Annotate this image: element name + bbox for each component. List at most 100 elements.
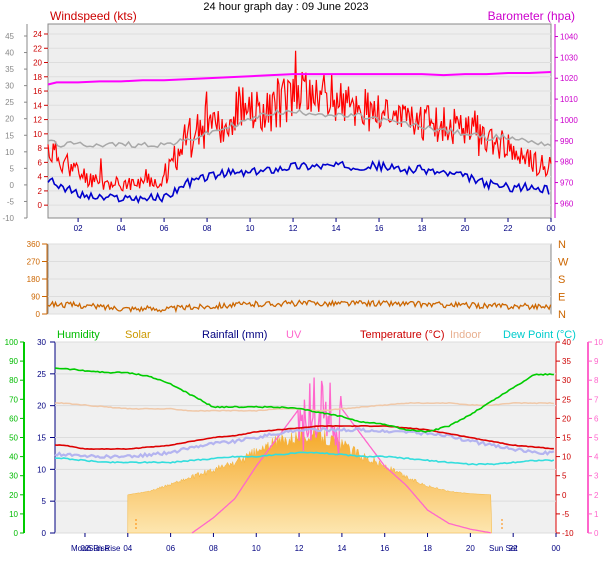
wind-x-tick-label: 22 (504, 224, 513, 233)
temperature-legend: Humidity Solar Rainfall (mm) UV Temperat… (57, 329, 576, 341)
legend-indoor: Indoor (450, 329, 482, 341)
direction-tick-label: 0 (36, 310, 41, 319)
legend-uv: UV (286, 329, 302, 341)
barometer-axis: 1040 1030 1020 1010 1000 990 980 970 960 (555, 33, 578, 208)
average-wind-series (47, 159, 550, 205)
outer-tick-label: 30 (5, 82, 14, 91)
uv-tick-label: 7 (594, 395, 599, 404)
temp-tick-label: 5 (562, 472, 567, 481)
barometer-series (47, 71, 552, 86)
wind-grey-series (47, 108, 552, 149)
kts-tick-label: 6 (38, 158, 43, 167)
dewpoint-series (55, 451, 555, 466)
kts-tick-label: 8 (38, 144, 43, 153)
temperature-x-tick-label: 20 (466, 544, 475, 553)
compass-tick-label: N (558, 309, 566, 321)
humidity-tick-label: 30 (9, 472, 18, 481)
wind-outer-axis: 45 40 35 30 25 20 15 10 5 0 -5 -10 (2, 32, 27, 223)
temperature-x-axis: 02 04 06 08 10 12 14 16 18 20 22 00 (81, 533, 561, 553)
temp-tick-label: 35 (562, 357, 571, 366)
uv-tick-label: 3 (594, 472, 599, 481)
wind-x-tick-label: 04 (117, 224, 126, 233)
barometer-axis-label: Barometer (hpa) (488, 9, 575, 23)
wind-x-tick-label: 06 (160, 224, 169, 233)
uv-tick-label: 0 (594, 529, 599, 538)
temp-tick-label: 40 (562, 338, 571, 347)
legend-humidity: Humidity (57, 329, 100, 341)
temp-tick-label: -5 (562, 510, 570, 519)
legend-solar: Solar (125, 329, 151, 341)
marker-moon-rise: Moon Rise (71, 544, 110, 553)
kts-tick-label: 20 (33, 59, 42, 68)
rain-tick-label: 20 (37, 402, 46, 411)
direction-series (47, 299, 552, 314)
wind-x-tick-label: 10 (246, 224, 255, 233)
humidity-tick-label: 10 (9, 510, 18, 519)
temperature-x-tick-label: 18 (423, 544, 432, 553)
wind-plot-area (48, 24, 551, 218)
direction-tick-label: 360 (27, 240, 41, 249)
wind-x-tick-label: 00 (547, 224, 556, 233)
uv-tick-label: 10 (594, 338, 603, 347)
wind-series (47, 50, 552, 205)
direction-tick-label: 270 (27, 258, 41, 267)
temperature-series (54, 424, 554, 451)
compass-tick-label: E (558, 292, 565, 304)
rain-tick-label: 0 (42, 529, 47, 538)
windspeed-axis-label: Windspeed (kts) (50, 9, 137, 23)
outer-tick-label: 10 (5, 148, 14, 157)
marker-sun-rise: Sun Rise (88, 544, 121, 553)
uv-tick-label: 6 (594, 414, 599, 423)
uv-tick-label: 1 (594, 510, 599, 519)
temperature-panel: Humidity Solar Rainfall (mm) UV Temperat… (5, 329, 604, 553)
baro-tick-label: 1020 (560, 74, 578, 83)
outer-tick-label: 45 (5, 32, 14, 41)
outer-tick-label: 25 (5, 98, 14, 107)
kts-tick-label: 4 (38, 173, 43, 182)
direction-tick-label: 90 (31, 293, 40, 302)
outer-tick-label: -10 (2, 214, 14, 223)
legend-rainfall: Rainfall (mm) (202, 329, 267, 341)
uv-tick-label: 2 (594, 491, 599, 500)
baro-tick-label: 1040 (560, 33, 578, 42)
temperature-x-tick-label: 02 (81, 544, 90, 553)
uv-tick-label: 8 (594, 376, 599, 385)
temp-tick-label: 30 (562, 376, 571, 385)
kts-tick-label: 16 (33, 87, 42, 96)
direction-degree-axis: 360 270 180 90 0 (27, 240, 47, 319)
lilac-series (54, 427, 555, 460)
direction-tick-label: 180 (27, 275, 41, 284)
temperature-series (54, 367, 555, 534)
temperature-x-tick-label: 12 (295, 544, 304, 553)
uv-series (191, 377, 491, 534)
temp-tick-label: 20 (562, 414, 571, 423)
rainfall-axis: 30 25 20 15 10 5 0 (37, 338, 55, 538)
uv-tick-label: 4 (594, 453, 599, 462)
wind-x-tick-label: 16 (375, 224, 384, 233)
baro-tick-label: 1000 (560, 116, 578, 125)
temperature-x-tick-label: 16 (380, 544, 389, 553)
outer-tick-label: 40 (5, 49, 14, 58)
baro-tick-label: 1010 (560, 95, 578, 104)
outer-tick-label: 15 (5, 131, 14, 140)
humidity-tick-label: 20 (9, 491, 18, 500)
wind-direction-series (47, 299, 552, 314)
temperature-x-tick-label: 14 (337, 544, 346, 553)
outer-tick-label: 0 (10, 181, 15, 190)
rain-tick-label: 15 (37, 434, 46, 443)
temp-tick-label: 25 (562, 395, 571, 404)
kts-tick-label: 10 (33, 130, 42, 139)
temp-tick-label: 0 (562, 491, 567, 500)
uv-tick-label: 9 (594, 357, 599, 366)
wind-x-tick-label: 18 (418, 224, 427, 233)
uv-tick-label: 5 (594, 434, 599, 443)
kts-tick-label: 2 (38, 187, 43, 196)
humidity-tick-label: 40 (9, 453, 18, 462)
outer-tick-label: -5 (7, 197, 15, 206)
outer-tick-label: 35 (5, 65, 14, 74)
temp-tick-label: 10 (562, 453, 571, 462)
